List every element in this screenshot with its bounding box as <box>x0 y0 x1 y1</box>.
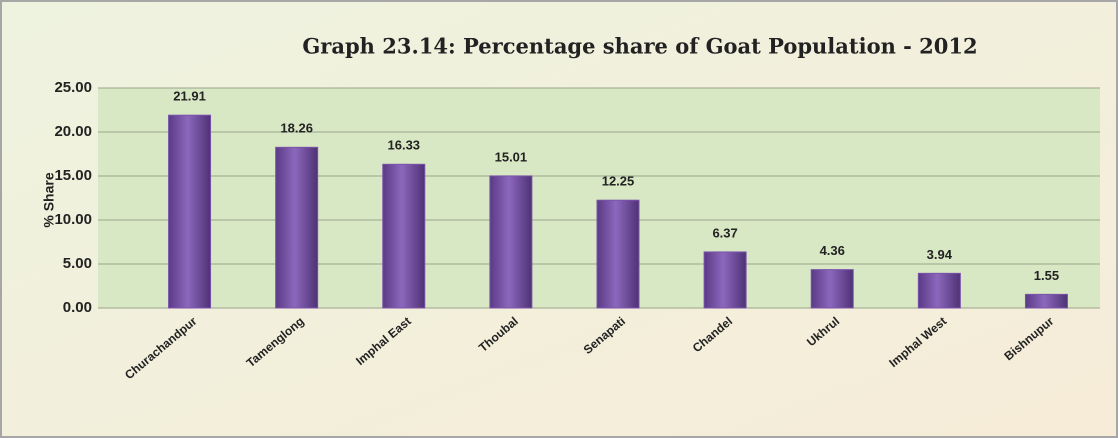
data-label: 12.25 <box>602 174 635 189</box>
data-label: 3.94 <box>927 247 953 262</box>
bar <box>596 199 640 309</box>
y-tick-label: 20.00 <box>54 123 92 140</box>
bar <box>1024 293 1068 309</box>
data-label: 16.33 <box>388 138 421 153</box>
data-label: 21.91 <box>173 89 206 104</box>
y-axis-label: % Share <box>41 172 57 227</box>
y-tick-label: 5.00 <box>63 255 92 272</box>
bar <box>382 163 426 309</box>
data-label: 15.01 <box>495 149 528 164</box>
bar <box>917 272 961 309</box>
bar <box>168 114 212 309</box>
data-label: 18.26 <box>280 121 313 136</box>
y-tick-label: 25.00 <box>54 79 92 96</box>
y-tick-label: 0.00 <box>63 299 92 316</box>
data-label: 1.55 <box>1034 268 1059 283</box>
data-label: 6.37 <box>712 225 737 240</box>
bar <box>489 175 533 309</box>
bar <box>275 146 319 309</box>
data-label: 4.36 <box>820 243 845 258</box>
bar <box>703 251 747 309</box>
y-tick-label: 15.00 <box>54 167 92 184</box>
y-tick-label: 10.00 <box>54 211 92 228</box>
bar <box>810 269 854 309</box>
chart-title: Graph 23.14: Percentage share of Goat Po… <box>302 34 977 59</box>
